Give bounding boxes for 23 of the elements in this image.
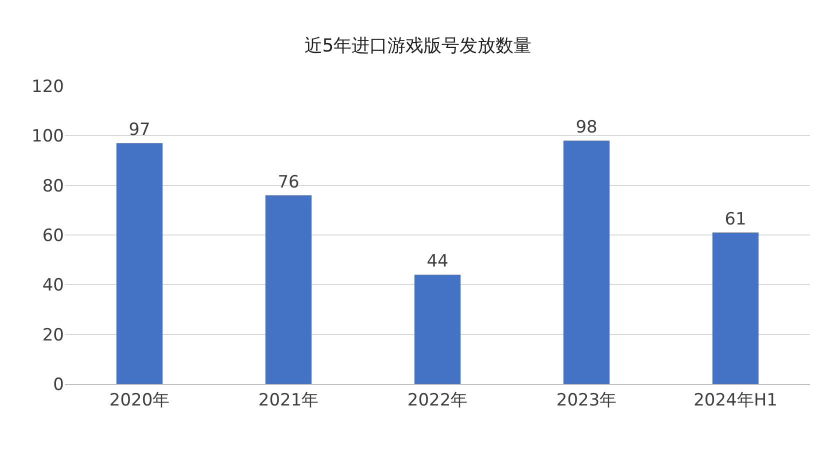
y-tick-label: 120 xyxy=(32,76,64,97)
y-tick-label: 0 xyxy=(53,374,64,395)
bar xyxy=(563,140,610,384)
bar xyxy=(116,143,163,384)
data-label: 97 xyxy=(128,120,150,140)
data-label: 61 xyxy=(724,210,746,230)
y-tick-label: 60 xyxy=(42,226,64,246)
y-tick-label: 100 xyxy=(32,126,64,147)
data-label: 76 xyxy=(278,172,300,192)
y-tick-label: 20 xyxy=(42,325,64,346)
x-tick-label: 2023年 xyxy=(556,390,617,410)
y-tick-label: 80 xyxy=(42,176,64,196)
x-tick-label: 2022年 xyxy=(407,390,468,410)
x-tick-label: 2024年H1 xyxy=(694,390,778,410)
x-tick-label: 2020年 xyxy=(109,390,170,410)
bar xyxy=(414,274,461,384)
chart-title: 近5年进口游戏版号发放数量 xyxy=(304,36,532,56)
bar xyxy=(712,232,759,384)
x-tick-label: 2021年 xyxy=(258,390,319,410)
data-label: 98 xyxy=(576,118,598,138)
bar xyxy=(265,195,312,384)
y-tick-label: 40 xyxy=(42,276,64,296)
data-label: 44 xyxy=(426,252,448,272)
